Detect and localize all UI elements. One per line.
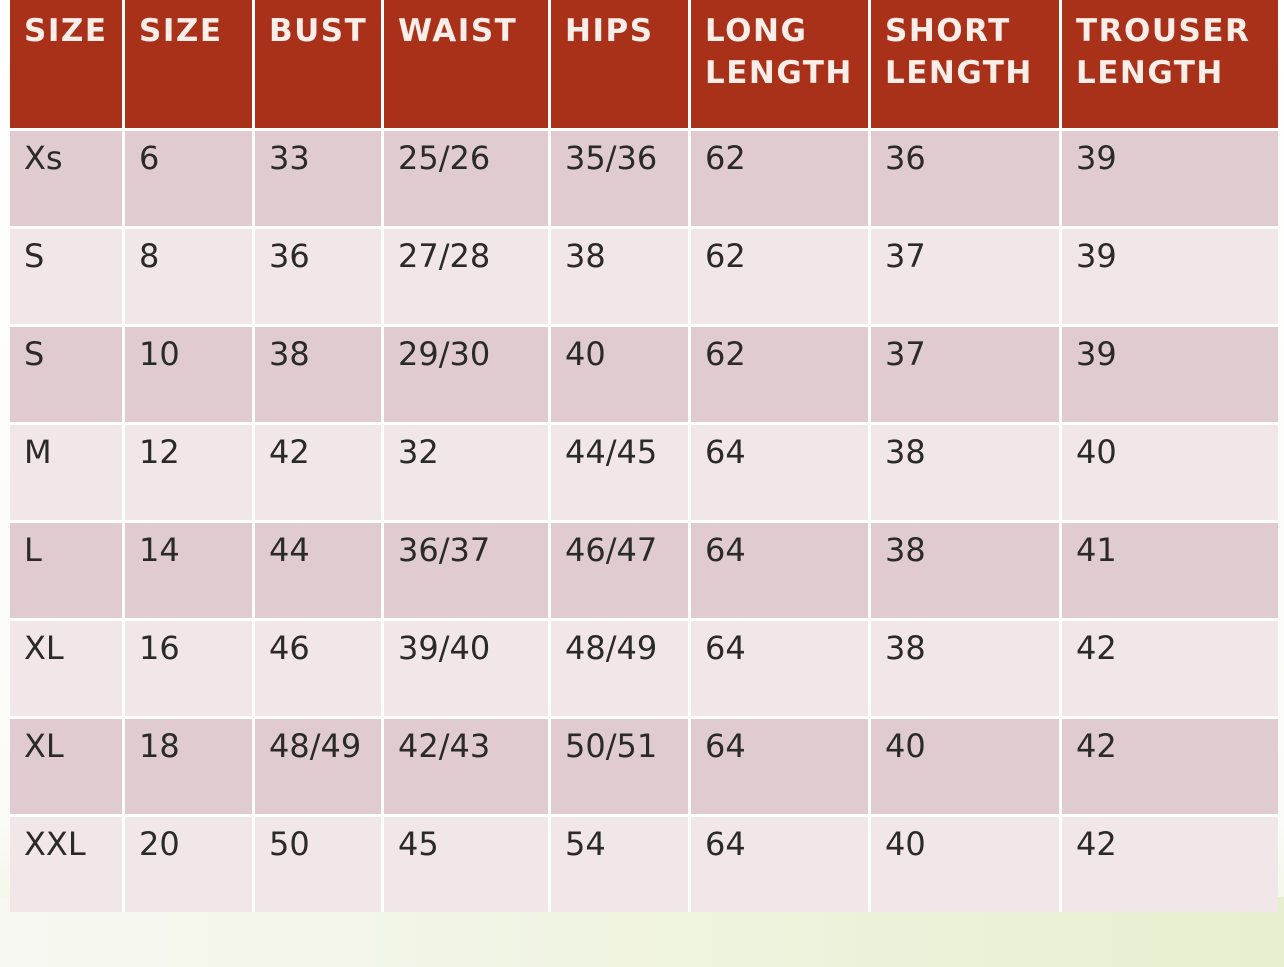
table-cell: 54 bbox=[551, 817, 688, 912]
table-cell: 14 bbox=[125, 523, 252, 618]
table-cell: 8 bbox=[125, 229, 252, 324]
table-cell: S bbox=[10, 229, 122, 324]
table-cell: 18 bbox=[125, 719, 252, 814]
table-cell: 64 bbox=[691, 719, 868, 814]
table-cell: 42/43 bbox=[384, 719, 548, 814]
table-cell: 6 bbox=[125, 131, 252, 226]
table-cell: 42 bbox=[255, 425, 381, 520]
column-header: HIPS bbox=[551, 0, 688, 128]
table-cell: 45 bbox=[384, 817, 548, 912]
table-cell: 40 bbox=[871, 719, 1059, 814]
table-cell: 16 bbox=[125, 621, 252, 716]
table-cell: 64 bbox=[691, 621, 868, 716]
table-cell: M bbox=[10, 425, 122, 520]
column-header: SHORT LENGTH bbox=[871, 0, 1059, 128]
table-cell: XXL bbox=[10, 817, 122, 912]
column-header: SIZE bbox=[125, 0, 252, 128]
table-cell: 39 bbox=[1062, 327, 1278, 422]
table-cell: 50 bbox=[255, 817, 381, 912]
table-cell: 37 bbox=[871, 229, 1059, 324]
table-cell: 39/40 bbox=[384, 621, 548, 716]
table-cell: 42 bbox=[1062, 817, 1278, 912]
table-cell: 42 bbox=[1062, 621, 1278, 716]
table-cell: 10 bbox=[125, 327, 252, 422]
table-cell: 32 bbox=[384, 425, 548, 520]
table-cell: 48/49 bbox=[255, 719, 381, 814]
table-cell: S bbox=[10, 327, 122, 422]
table-cell: 64 bbox=[691, 817, 868, 912]
table-cell: 46/47 bbox=[551, 523, 688, 618]
table-cell: Xs bbox=[10, 131, 122, 226]
table-cell: 36/37 bbox=[384, 523, 548, 618]
table-cell: 38 bbox=[871, 425, 1059, 520]
table-cell: L bbox=[10, 523, 122, 618]
table-cell: 33 bbox=[255, 131, 381, 226]
table-cell: 38 bbox=[871, 523, 1059, 618]
table-cell: 62 bbox=[691, 131, 868, 226]
table-cell: 35/36 bbox=[551, 131, 688, 226]
table-cell: 50/51 bbox=[551, 719, 688, 814]
table-cell: 40 bbox=[871, 817, 1059, 912]
table-cell: 38 bbox=[255, 327, 381, 422]
table-cell: 36 bbox=[255, 229, 381, 324]
table-cell: XL bbox=[10, 719, 122, 814]
table-cell: 20 bbox=[125, 817, 252, 912]
table-cell: 29/30 bbox=[384, 327, 548, 422]
column-header: SIZE bbox=[10, 0, 122, 128]
column-header: TROUSER LENGTH bbox=[1062, 0, 1278, 128]
table-cell: 44/45 bbox=[551, 425, 688, 520]
table-cell: 62 bbox=[691, 327, 868, 422]
table-cell: 48/49 bbox=[551, 621, 688, 716]
table-cell: 27/28 bbox=[384, 229, 548, 324]
table-cell: 25/26 bbox=[384, 131, 548, 226]
table-cell: 64 bbox=[691, 523, 868, 618]
table-cell: 39 bbox=[1062, 131, 1278, 226]
table-cell: 12 bbox=[125, 425, 252, 520]
column-header: WAIST bbox=[384, 0, 548, 128]
table-cell: 41 bbox=[1062, 523, 1278, 618]
table-cell: 36 bbox=[871, 131, 1059, 226]
table-cell: 46 bbox=[255, 621, 381, 716]
size-chart-table: SIZE SIZE BUST WAIST HIPS LONG LENGTH SHORT LE… bbox=[10, 0, 1278, 912]
column-header: LONG LENGTH bbox=[691, 0, 868, 128]
table-cell: 37 bbox=[871, 327, 1059, 422]
table-cell: 38 bbox=[871, 621, 1059, 716]
table-cell: 38 bbox=[551, 229, 688, 324]
table-cell: XL bbox=[10, 621, 122, 716]
table-cell: 62 bbox=[691, 229, 868, 324]
table-cell: 42 bbox=[1062, 719, 1278, 814]
table-cell: 44 bbox=[255, 523, 381, 618]
column-header: BUST bbox=[255, 0, 381, 128]
table-cell: 64 bbox=[691, 425, 868, 520]
table-cell: 40 bbox=[1062, 425, 1278, 520]
table-cell: 39 bbox=[1062, 229, 1278, 324]
table-cell: 40 bbox=[551, 327, 688, 422]
